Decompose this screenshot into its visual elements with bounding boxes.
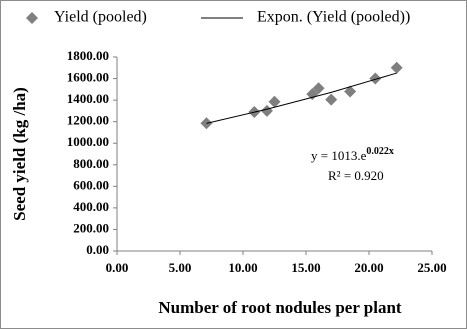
x-tick-label: 5.00 [169,260,192,275]
y-tick-label: 1600.00 [67,70,109,85]
equation-base: y = 1013.e [311,148,367,163]
data-point [369,72,382,85]
y-tick-label: 400.00 [73,199,109,214]
y-tick-label: 1000.00 [67,134,109,149]
data-point [325,93,338,106]
data-point [344,85,357,98]
x-tick-label: 20.00 [354,260,383,275]
data-point [390,61,403,74]
equation-exponent: 0.022x [366,146,394,157]
y-tick-label: 1200.00 [67,113,109,128]
data-point [306,88,319,101]
x-axis-title: Number of root nodules per plant [158,298,402,317]
data-point [312,82,325,95]
trendline [206,72,397,124]
r-squared: R² = 0.920 [328,168,384,183]
data-point [268,95,281,108]
y-tick-label: 600.00 [73,177,109,192]
y-tick-label: 800.00 [73,156,109,171]
y-tick-label: 200.00 [73,220,109,235]
y-tick-label: 1800.00 [67,48,109,63]
y-tick-label: 1400.00 [67,91,109,106]
x-tick-label: 25.00 [417,260,446,275]
x-tick-label: 10.00 [228,260,257,275]
legend-label: Yield (pooled) [54,9,147,26]
legend: Yield (pooled) Expon. (Yield (pooled)) [26,9,410,26]
equation: y = 1013.e0.022x [311,146,394,163]
legend-label: Expon. (Yield (pooled)) [257,9,410,26]
y-axis-title: Seed yield (kg /ha) [10,87,29,221]
x-tick-label: 15.00 [291,260,320,275]
x-tick-label: 0.00 [106,260,129,275]
legend-symbol [26,12,38,24]
y-tick-label: 0.00 [86,242,109,257]
